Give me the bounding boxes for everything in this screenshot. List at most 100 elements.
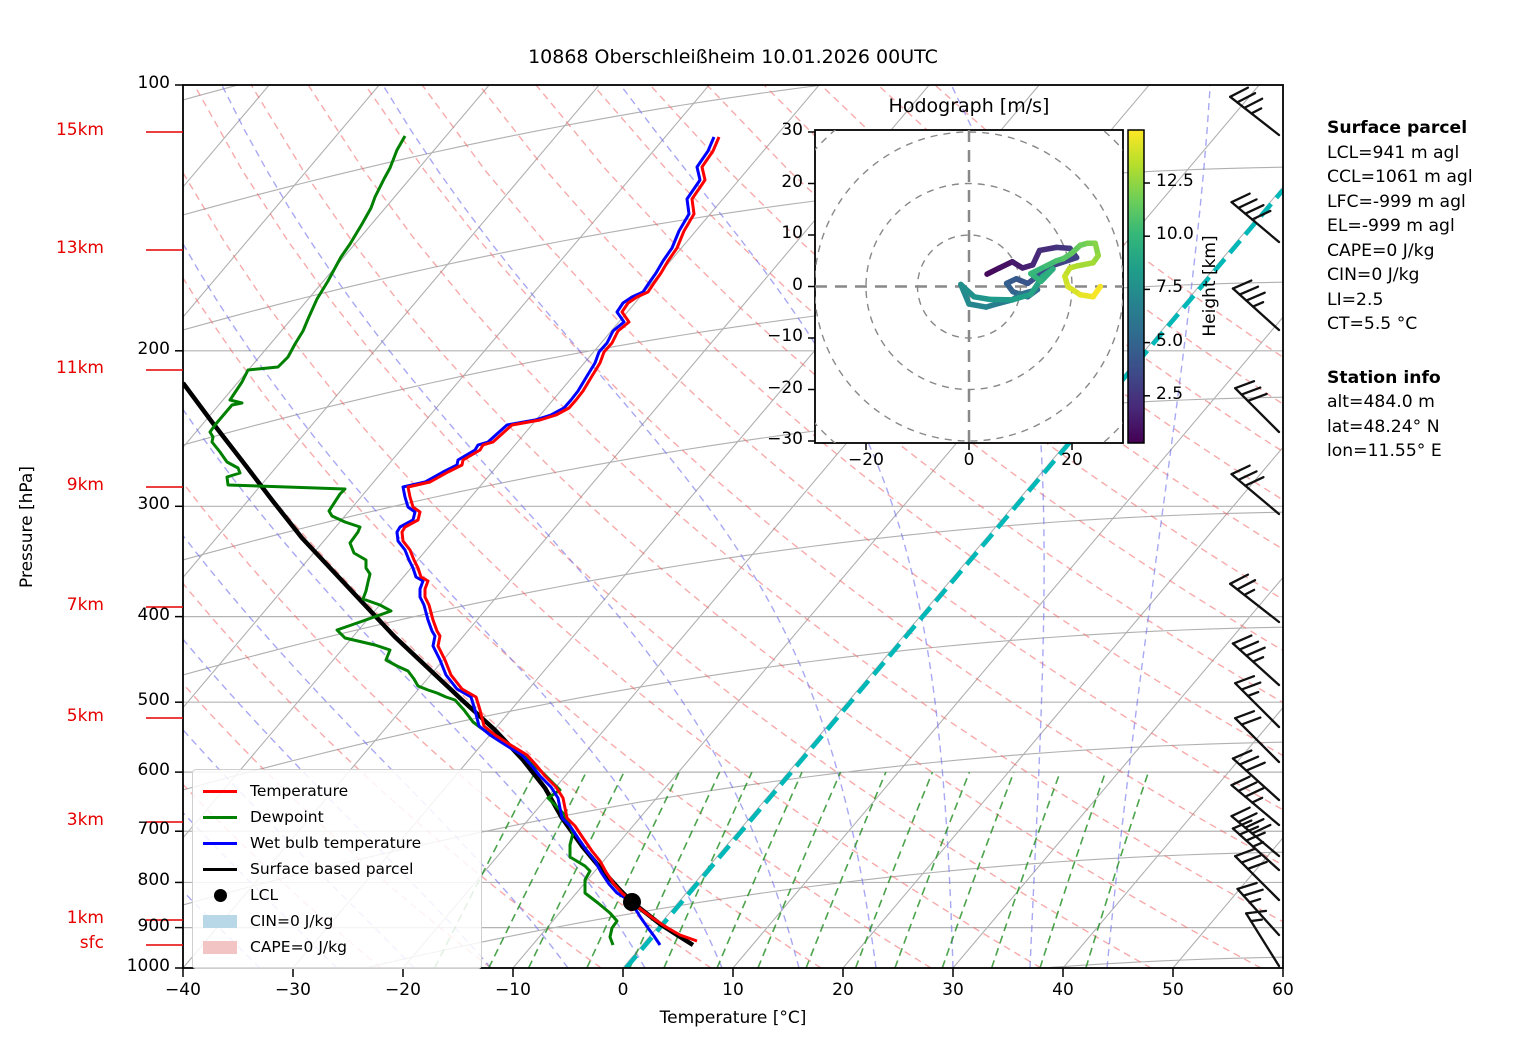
wind-barb-feather (1234, 675, 1256, 685)
altitude-tick-label: 5km (66, 706, 104, 726)
altitude-tick-label: 3km (66, 810, 104, 830)
colorbar-label: Height [km] (1200, 235, 1220, 337)
legend-dot-icon (213, 888, 227, 902)
moist-adiabat-line (221, 85, 800, 968)
wind-barb-staff (1234, 855, 1281, 902)
wind-barb-half-feather (1246, 690, 1260, 698)
mixing-ratio-line (854, 771, 934, 968)
hodograph-y-tick-label: 10 (781, 223, 803, 243)
wind-barb-feather (1236, 881, 1258, 891)
freezing-isotherm-line (624, 188, 1283, 968)
isotherm-line (183, 85, 710, 709)
legend-line-swatch (203, 815, 237, 819)
pressure-tick-label: 800 (137, 870, 170, 891)
side-panel: Surface parcel LCL=941 m agl CCL=1061 m a… (1327, 116, 1512, 464)
wind-barb-feather (1243, 97, 1264, 110)
wind-barb-half-feather (1251, 656, 1265, 663)
surface-parcel-line: CIN=0 J/kg (1327, 265, 1420, 285)
pressure-tick-label: 200 (137, 338, 170, 359)
hodograph-x-tick-label: 0 (963, 450, 975, 470)
wind-barb-feather (1244, 818, 1265, 829)
wind-barb-feather (1244, 476, 1265, 487)
wind-barb-staff (1231, 287, 1281, 332)
pressure-tick-label: 400 (137, 604, 170, 625)
wind-barb-feather (1228, 86, 1250, 98)
legend-line-icon (203, 841, 237, 845)
legend-item: CAPE=0 J/kg (203, 934, 469, 960)
altitude-tick-label: 15km (55, 120, 104, 140)
mixing-ratio-line (629, 771, 721, 968)
altitude-tick-label: 11km (55, 358, 104, 378)
wind-barb-half-feather (1251, 796, 1264, 804)
wind-barb-feather (1234, 380, 1256, 390)
legend-line-icon (203, 815, 237, 819)
wind-barb-feather (1238, 825, 1260, 836)
wind-barb (1234, 380, 1281, 434)
hodograph-title: Hodograph [m/s] (888, 95, 1050, 117)
legend-dot-swatch (203, 888, 237, 902)
pressure-tick-label: 700 (137, 819, 170, 840)
legend-item-label: CIN=0 J/kg (250, 912, 334, 930)
station-info-title: Station info (1327, 367, 1441, 388)
temperature-tick-label: 50 (1162, 980, 1184, 1000)
wind-barb-staff (1228, 95, 1281, 137)
temperature-tick-label: 20 (832, 980, 854, 1000)
wind-barb-feather (1245, 831, 1266, 842)
hodograph-x-tick-label: 20 (1061, 450, 1083, 470)
legend-line-swatch (203, 867, 237, 871)
dry-adiabat-line (763, 85, 1283, 501)
legend-item-label: Dewpoint (250, 808, 324, 826)
station-info-line: alt=484.0 m (1327, 392, 1435, 412)
dry-adiabat-line (183, 276, 932, 968)
surface-parcel-line: EL=-999 m agl (1327, 216, 1455, 236)
wind-barb-staff (1231, 757, 1281, 802)
wind-barb-feather (1240, 681, 1262, 691)
hodograph-y-tick-label: 30 (781, 120, 803, 140)
wind-barb-half-feather (1248, 897, 1262, 904)
pressure-tick-label: 500 (137, 690, 170, 711)
mixing-ratio-line (663, 771, 753, 968)
pressure-tick-label: 1000 (126, 956, 170, 976)
pressure-tick-label: 300 (137, 494, 170, 515)
hodograph-y-tick-label: 20 (781, 171, 803, 192)
wind-barb-staff (1230, 783, 1281, 827)
legend-item-label: LCL (250, 886, 279, 904)
wind-barb-feather (1242, 888, 1264, 897)
wind-barb-feather (1240, 854, 1262, 864)
legend-item: Temperature (203, 778, 469, 804)
surface-parcel-line: LCL=941 m agl (1327, 142, 1460, 163)
pressure-tick-label: 100 (137, 73, 170, 93)
legend-item: LCL (203, 882, 469, 908)
hodograph-x-tick-label: −20 (848, 450, 884, 470)
temperature-tick-label: −20 (385, 980, 421, 1000)
temperature-tick-label: 30 (942, 980, 964, 1000)
sounding-curves (183, 135, 721, 947)
colorbar-tick-label: 10.0 (1156, 224, 1194, 245)
temperature-tick-label: −40 (165, 980, 201, 1000)
hodograph-trace-segment (1028, 263, 1049, 277)
hodograph-y-tick-label: −10 (767, 326, 803, 346)
temperature-tick-label: −10 (495, 980, 531, 1000)
dry-adiabat-line (820, 85, 1283, 453)
temperature-axis-label: Temperature [°C] (659, 1008, 807, 1028)
mixing-ratio-line (990, 771, 1061, 968)
wind-barb (1228, 86, 1281, 137)
hodograph-trace-segment (986, 296, 1016, 303)
surface-parcel-block: Surface parcel LCL=941 m agl CCL=1061 m a… (1327, 116, 1512, 337)
colorbar-tick-label: 2.5 (1156, 383, 1184, 404)
pressure-tick-label: 600 (137, 760, 170, 781)
wind-barb (1234, 848, 1281, 902)
hodograph-trace-segment (1038, 266, 1056, 285)
wind-barb-half-feather (1251, 841, 1265, 848)
temperature-tick-label: 40 (1052, 980, 1074, 1000)
wind-barb-feather (1238, 755, 1260, 766)
wind-barb-feather (1240, 386, 1262, 396)
legend-item-label: Wet bulb temperature (250, 834, 422, 852)
mixing-ratio-line (586, 771, 680, 968)
moist-adiabat-line (183, 408, 646, 968)
station-info-block: Station info alt=484.0 m lat=48.24° N lon=… (1327, 366, 1512, 464)
station-info-line: lat=48.24° N (1327, 416, 1440, 437)
wind-barb (1244, 909, 1281, 968)
isotherm-line (1062, 706, 1283, 968)
